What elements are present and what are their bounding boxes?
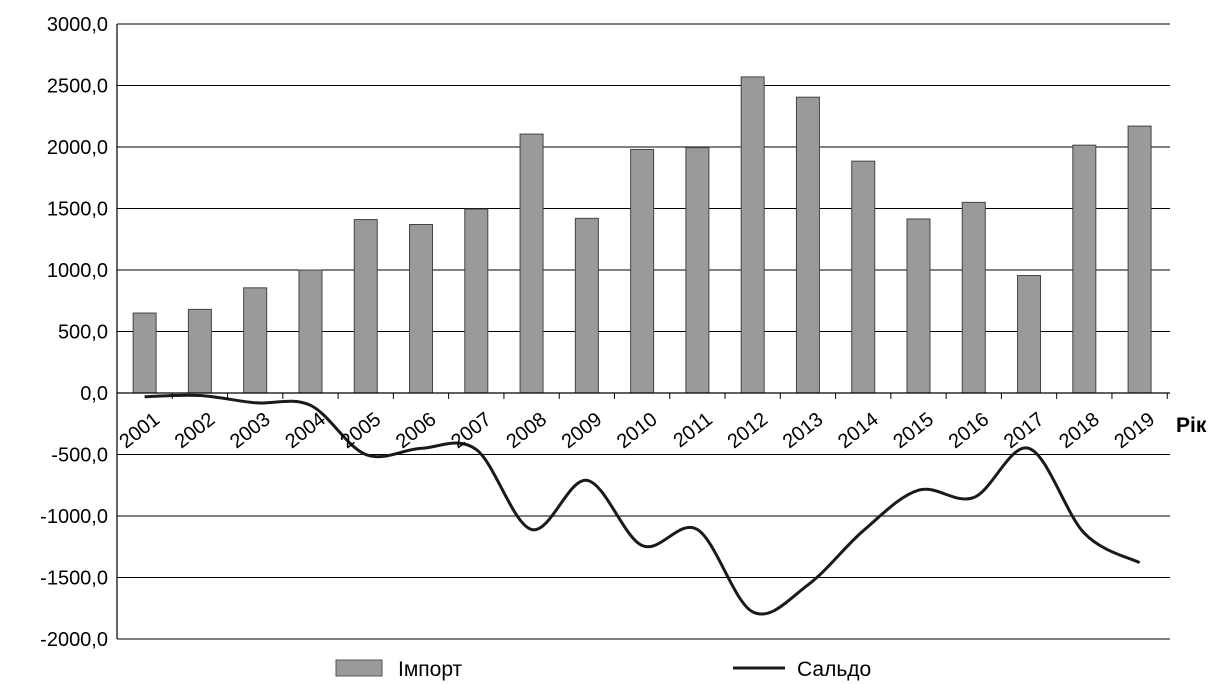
- import-bar: [1017, 275, 1042, 394]
- x-tick-label: 2010: [613, 408, 662, 453]
- import-bar: [961, 201, 986, 394]
- import-bar: [906, 218, 931, 394]
- import-bar: [740, 76, 765, 394]
- import-bar: [630, 148, 655, 394]
- import-bar: [409, 223, 434, 394]
- y-tick-label: -2000,0: [40, 629, 108, 651]
- import-bar: [519, 133, 544, 394]
- import-bar: [851, 160, 876, 394]
- import-bar: [298, 269, 323, 394]
- import-bar: [795, 96, 820, 394]
- x-tick-label: 2013: [779, 408, 828, 453]
- import-bar: [1072, 144, 1097, 394]
- y-tick-labels: 3000,0 2500,0 2000,0 1500,0 1000,0 500,0 0,0 -5…: [40, 14, 108, 651]
- x-tick-label: 2008: [502, 408, 551, 453]
- balance-line: [144, 393, 1141, 616]
- y-tick-label: 1000,0: [47, 260, 108, 282]
- import-bar: [243, 287, 268, 394]
- x-tick-label: 2019: [1110, 408, 1159, 453]
- x-tick-label: 2005: [337, 408, 386, 453]
- import-bar: [574, 217, 599, 394]
- import-bars: [132, 76, 1152, 394]
- import-bar: [1127, 125, 1152, 394]
- y-tick-label: -1500,0: [40, 568, 108, 590]
- x-tick-label: 2003: [226, 408, 275, 453]
- x-tick-label: 2016: [945, 408, 994, 453]
- legend-import-label: Імпорт: [398, 658, 463, 681]
- x-tick-label: 2002: [171, 408, 220, 453]
- y-tick-label: 1500,0: [47, 199, 108, 221]
- x-tick-label: 2015: [889, 408, 938, 453]
- x-tick-label: 2009: [558, 408, 607, 453]
- x-tick-label: 2014: [834, 408, 883, 453]
- x-axis-title: Рік: [1176, 414, 1207, 437]
- import-bar: [464, 208, 489, 394]
- y-tick-label: 0,0: [80, 383, 108, 405]
- x-tick-label: 2011: [669, 408, 716, 452]
- y-tick-label: 500,0: [58, 322, 108, 344]
- balance-line-layer: [144, 393, 1141, 616]
- import-bar: [353, 219, 378, 394]
- y-tick-label: 3000,0: [47, 14, 108, 36]
- y-tick-label: 2500,0: [47, 76, 108, 98]
- y-tick-label: 2000,0: [47, 137, 108, 159]
- import-bar: [685, 147, 710, 394]
- x-tick-label: 2018: [1055, 408, 1104, 453]
- x-tick-label: 2012: [724, 408, 773, 453]
- legend-balance-label: Сальдо: [797, 658, 871, 681]
- import-bar: [132, 312, 157, 394]
- y-tick-label: -1000,0: [40, 506, 108, 528]
- y-tick-label: -500,0: [51, 445, 108, 467]
- x-tick-label: 2017: [1000, 408, 1049, 453]
- import-bar: [187, 308, 212, 394]
- legend: Імпорт Сальдо: [335, 658, 871, 681]
- axes: [116, 24, 1170, 639]
- x-tick-labels: 2001 2002 2003 2004 2005 2006 2007 2008 2009 2010…: [115, 408, 1159, 453]
- legend-import-swatch: [335, 659, 383, 677]
- x-tick-label: 2001: [115, 408, 164, 453]
